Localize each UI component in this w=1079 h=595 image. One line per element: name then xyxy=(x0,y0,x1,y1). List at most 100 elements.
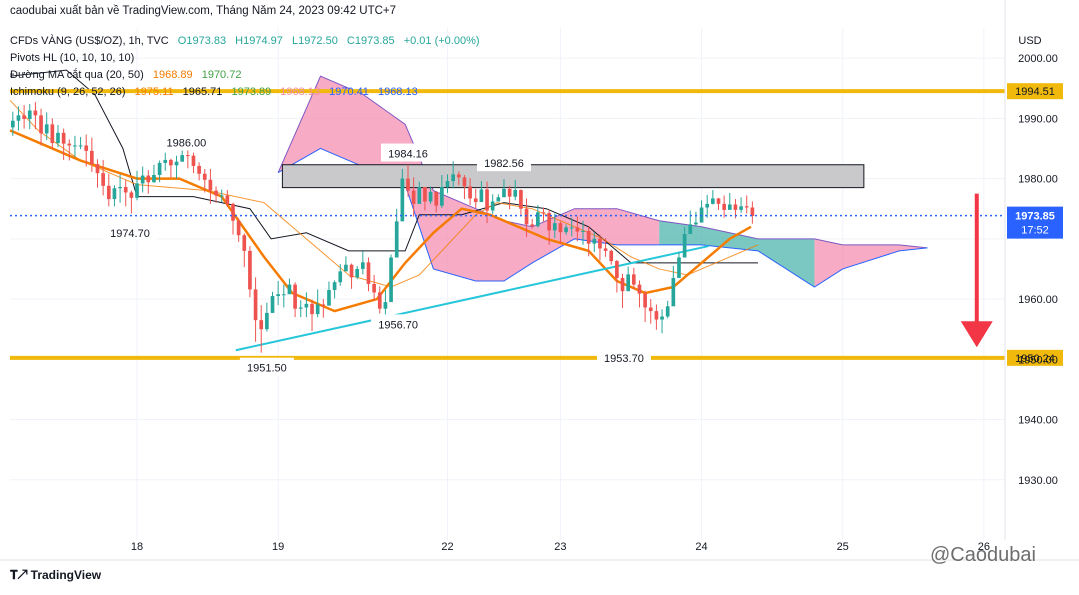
candle xyxy=(547,209,551,245)
candle xyxy=(744,195,749,214)
y-tick-label: 1950.00 xyxy=(1018,354,1058,366)
time-axis: 18 19 22 23 24 25 26 xyxy=(0,541,1079,561)
candle xyxy=(637,280,642,308)
candle-body xyxy=(61,132,66,144)
legend-symbol[interactable]: CFDs VÀNG (US$/OZ), 1h, TVC xyxy=(10,35,169,47)
candle-body xyxy=(400,178,405,222)
annotation-label: 1986.00 xyxy=(167,137,207,149)
candle xyxy=(174,155,179,179)
candle xyxy=(473,188,478,209)
candle-body xyxy=(310,303,314,315)
candle-body xyxy=(598,238,602,249)
candle-body xyxy=(620,277,625,292)
candle-body xyxy=(112,188,117,200)
candle-body xyxy=(564,227,568,233)
candle-body xyxy=(581,230,585,232)
candle-body xyxy=(727,204,732,210)
price-annotation: 1956.70 xyxy=(371,314,426,333)
candle-body xyxy=(705,203,710,208)
candle-body xyxy=(185,155,190,157)
candle xyxy=(479,180,484,203)
candle-body xyxy=(530,224,535,227)
candle-body xyxy=(694,222,698,225)
y-tick-label: 2000.00 xyxy=(1018,53,1058,65)
candle-body xyxy=(123,187,128,193)
candle-body xyxy=(214,190,218,196)
candle xyxy=(620,273,625,309)
candle-body xyxy=(558,223,563,233)
candle-body xyxy=(344,264,348,272)
candle xyxy=(78,137,83,150)
candle-body xyxy=(485,189,489,211)
candle xyxy=(236,218,241,242)
candle xyxy=(643,290,647,322)
candle xyxy=(631,267,636,290)
candle-body xyxy=(496,197,501,202)
candle-body xyxy=(90,150,94,165)
candle xyxy=(106,173,111,207)
down-arrow xyxy=(960,193,993,348)
candle-body xyxy=(434,191,439,206)
candle-body xyxy=(95,164,100,174)
candle xyxy=(231,202,235,235)
annotation-bg xyxy=(371,314,426,333)
candle-body xyxy=(750,207,755,216)
candle xyxy=(259,305,264,353)
candle-body xyxy=(456,174,461,178)
legend-ma-row[interactable]: Đường MA cắt qua (20, 50) 1968.89 1970.7… xyxy=(10,69,247,81)
candle xyxy=(310,299,314,331)
candle-body xyxy=(152,174,156,183)
candle xyxy=(592,232,597,253)
legend-ichimoku-row[interactable]: Ichimoku (9, 26, 52, 26) 1975.11 1965.71… xyxy=(10,86,424,98)
candle-body xyxy=(248,250,252,290)
legend-ichimoku-2: 1965.71 xyxy=(182,86,223,98)
candle xyxy=(507,185,512,210)
candle-body xyxy=(451,174,455,181)
candle xyxy=(609,249,614,265)
candle xyxy=(44,112,49,141)
candle xyxy=(366,257,371,292)
candle-body xyxy=(648,307,653,312)
candle xyxy=(699,200,704,223)
candle-body xyxy=(569,227,574,229)
candle-body xyxy=(140,175,145,184)
candle xyxy=(648,299,653,324)
annotation-label: 1974.70 xyxy=(110,228,150,240)
annotation-label: 1956.70 xyxy=(378,319,418,331)
candle-body xyxy=(609,250,614,262)
y-tick-label: 1980.00 xyxy=(1018,174,1058,186)
candle-body xyxy=(541,212,546,214)
y-tick-label: 1990.00 xyxy=(1018,113,1058,125)
x-tick-label: 19 xyxy=(272,541,284,553)
candle-body xyxy=(643,293,647,308)
candle-body xyxy=(180,155,185,162)
candle-body xyxy=(338,271,343,283)
candle xyxy=(208,168,213,204)
candle-body xyxy=(27,110,32,119)
candle-body xyxy=(270,296,275,313)
candle xyxy=(338,264,343,286)
legend-pivots-row[interactable]: Pivots HL (10, 10, 10, 10) xyxy=(10,52,140,64)
candle-body xyxy=(101,173,105,186)
cloud-segment xyxy=(278,76,660,281)
tradingview-logo[interactable]: 𝐓↗ TradingView xyxy=(10,568,101,583)
candle-body xyxy=(377,292,382,309)
candle-body xyxy=(473,198,478,203)
candle-body xyxy=(259,320,264,330)
candle xyxy=(95,159,100,188)
candle xyxy=(513,179,518,201)
candle xyxy=(445,174,450,194)
candle xyxy=(586,226,591,257)
candle xyxy=(377,286,382,314)
candle xyxy=(225,190,230,207)
ma-slow-line xyxy=(9,99,759,288)
price-annotation: 1982.56 xyxy=(476,153,531,172)
candle-body xyxy=(716,198,721,204)
candle xyxy=(73,135,77,157)
candle xyxy=(202,168,207,193)
candle xyxy=(287,278,292,295)
price-annotation: 1974.70 xyxy=(102,222,157,241)
cloud-segment xyxy=(659,220,815,288)
candle xyxy=(564,224,568,235)
